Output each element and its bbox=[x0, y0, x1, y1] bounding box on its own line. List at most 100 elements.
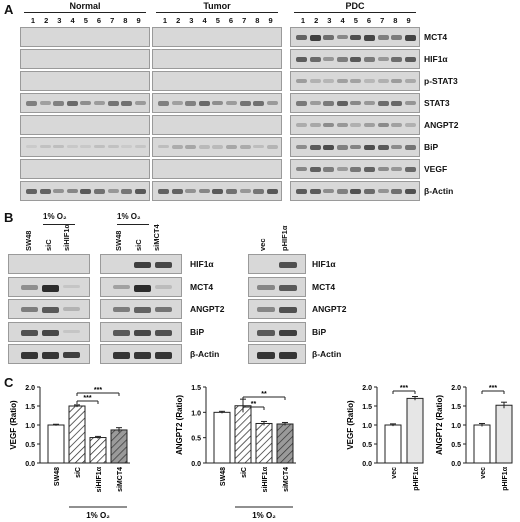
band bbox=[364, 101, 375, 105]
y-tick-label: 0.0 bbox=[362, 461, 372, 468]
blot-strip bbox=[290, 49, 420, 69]
band bbox=[391, 167, 403, 171]
band bbox=[239, 101, 251, 106]
band bbox=[155, 262, 172, 268]
band bbox=[257, 307, 275, 312]
band bbox=[66, 189, 78, 193]
band bbox=[279, 352, 297, 359]
blot-strip bbox=[152, 137, 282, 157]
band bbox=[39, 189, 51, 194]
band bbox=[107, 189, 119, 193]
y-tick-label: 0.0 bbox=[451, 461, 461, 468]
bar bbox=[68, 405, 86, 464]
blot-strip bbox=[290, 181, 420, 201]
band bbox=[226, 101, 237, 105]
y-tick-label: 0.5 bbox=[451, 442, 461, 449]
row-label: BiP bbox=[424, 142, 439, 152]
band bbox=[336, 57, 348, 62]
band bbox=[21, 352, 38, 359]
sig-label: *** bbox=[83, 395, 91, 402]
blot-strip bbox=[152, 159, 282, 179]
band bbox=[257, 329, 275, 336]
bar bbox=[213, 411, 231, 464]
x-tick-label: siHIF1α bbox=[262, 466, 269, 492]
row-label: HIF1α bbox=[312, 259, 336, 269]
blot-strip bbox=[8, 344, 90, 364]
row-label: β-Actin bbox=[190, 349, 220, 359]
blot-strip bbox=[290, 93, 420, 113]
lane-number: 7 bbox=[242, 16, 247, 25]
group-underline bbox=[24, 12, 146, 13]
blot-strip bbox=[248, 254, 306, 274]
band bbox=[63, 329, 80, 333]
band bbox=[309, 123, 321, 127]
panel-c-letter: C bbox=[4, 375, 14, 390]
y-tick-label: 0.5 bbox=[362, 442, 372, 449]
y-tick-label: 2.0 bbox=[362, 385, 372, 392]
band bbox=[253, 189, 265, 194]
o2-line bbox=[43, 224, 75, 225]
o2-label: 1% O₂ bbox=[117, 212, 141, 221]
band bbox=[107, 145, 119, 148]
band bbox=[113, 307, 130, 312]
band bbox=[323, 145, 335, 150]
band bbox=[336, 167, 348, 171]
blot-strip bbox=[100, 276, 182, 297]
row-label: VEGF bbox=[424, 164, 448, 174]
y-tick-label: 0.0 bbox=[191, 461, 201, 468]
blot-strip bbox=[290, 115, 420, 135]
band bbox=[198, 101, 210, 106]
lane-number: 1 bbox=[300, 16, 306, 25]
y-tick-label: 0.5 bbox=[25, 442, 35, 449]
bar bbox=[473, 424, 491, 464]
panel-b-letter: B bbox=[4, 210, 14, 225]
bar bbox=[406, 397, 424, 464]
blot-strip bbox=[152, 49, 282, 69]
sig-label: *** bbox=[94, 387, 102, 394]
band bbox=[309, 35, 321, 41]
band bbox=[391, 57, 403, 62]
band bbox=[121, 189, 133, 194]
band bbox=[323, 57, 335, 61]
blot-strip bbox=[8, 276, 90, 297]
band bbox=[113, 329, 130, 336]
band bbox=[404, 79, 416, 83]
y-tick-label: 1.0 bbox=[191, 410, 201, 417]
band bbox=[39, 101, 51, 105]
bar bbox=[47, 424, 65, 464]
band bbox=[66, 145, 78, 148]
band bbox=[134, 352, 151, 359]
band bbox=[66, 101, 78, 106]
row-label: BiP bbox=[312, 326, 327, 337]
lane-number: 6 bbox=[96, 16, 102, 25]
y-tick-label: 1.0 bbox=[451, 423, 461, 430]
band bbox=[171, 101, 183, 105]
bar bbox=[110, 429, 128, 464]
blot-strip bbox=[20, 137, 150, 157]
band bbox=[323, 167, 335, 172]
band bbox=[296, 101, 307, 106]
row-label: HIF1α bbox=[190, 259, 214, 269]
x-tick-label: siHIF1α bbox=[96, 466, 103, 492]
sig-label: ** bbox=[261, 391, 267, 398]
band bbox=[377, 79, 389, 83]
x-tick-label: vec bbox=[391, 467, 398, 479]
bar bbox=[276, 423, 294, 464]
band bbox=[226, 189, 237, 194]
band bbox=[253, 101, 265, 106]
blot-strip bbox=[100, 344, 182, 364]
blot-strip bbox=[100, 254, 182, 274]
band bbox=[391, 189, 403, 194]
x-tick-label: pHIF1α bbox=[502, 466, 509, 490]
band bbox=[279, 307, 297, 313]
band bbox=[404, 189, 416, 194]
lane-number: 5 bbox=[353, 16, 358, 25]
y-tick-label: 1.0 bbox=[25, 423, 35, 430]
band bbox=[171, 145, 183, 149]
band bbox=[364, 123, 375, 127]
band bbox=[53, 145, 65, 148]
lane-number: 3 bbox=[327, 16, 332, 25]
band bbox=[350, 101, 362, 105]
band bbox=[134, 284, 151, 292]
band bbox=[296, 123, 307, 127]
